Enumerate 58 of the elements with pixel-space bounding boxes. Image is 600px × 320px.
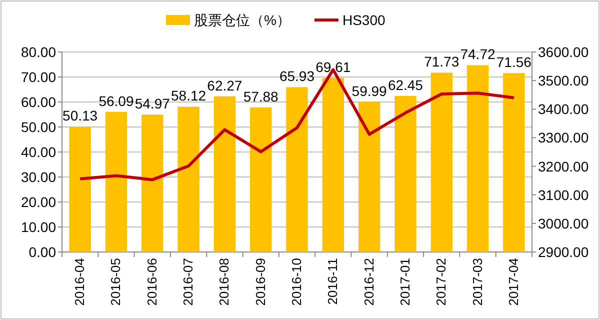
y2-tick-label: 2900.00 xyxy=(538,244,589,260)
data-label: 56.09 xyxy=(98,92,134,109)
y-tick-label: 0.00 xyxy=(28,244,56,260)
legend-label: 股票仓位（%） xyxy=(194,12,290,28)
x-tick-label: 2016-09 xyxy=(252,258,268,306)
x-tick-label: 2017-01 xyxy=(397,258,412,306)
data-label: 50.13 xyxy=(62,108,98,124)
y-tick-label: 80.00 xyxy=(20,44,56,60)
bar xyxy=(430,72,452,252)
data-label: 69.61 xyxy=(316,58,351,75)
y-tick-label: 60.00 xyxy=(20,94,56,110)
bar xyxy=(105,112,128,252)
x-tick-label: 2017-04 xyxy=(506,258,521,306)
data-label: 58.12 xyxy=(171,88,206,104)
y-tick-label: 40.00 xyxy=(20,144,56,160)
bar xyxy=(214,96,236,252)
x-tick-label: 2016-12 xyxy=(361,258,376,306)
y-tick-label: 30.00 xyxy=(20,169,56,185)
bar xyxy=(69,126,91,252)
y2-tick-label: 3600.00 xyxy=(538,44,589,60)
data-label: 62.27 xyxy=(207,77,242,94)
y-tick-label: 20.00 xyxy=(20,194,56,210)
y-tick-label: 10.00 xyxy=(20,219,56,235)
x-tick-label: 2016-04 xyxy=(72,258,88,306)
x-tick-label: 2017-03 xyxy=(470,258,485,306)
bar xyxy=(466,65,489,252)
x-tick-label: 2016-11 xyxy=(325,258,340,305)
data-label: 54.97 xyxy=(134,96,170,112)
data-label: 74.72 xyxy=(460,46,496,62)
bar xyxy=(358,102,380,252)
bar xyxy=(394,96,416,252)
x-tick-label: 2016-08 xyxy=(216,258,232,306)
x-tick-label: 2016-07 xyxy=(180,258,196,306)
bar xyxy=(286,87,308,252)
y2-tick-label: 3500.00 xyxy=(538,72,589,89)
legend-label: HS300 xyxy=(342,12,386,28)
data-label: 65.93 xyxy=(279,68,315,84)
x-tick-label: 2016-05 xyxy=(108,258,124,306)
data-label: 71.73 xyxy=(424,54,460,70)
data-label: 62.45 xyxy=(388,76,424,93)
y-tick-label: 50.00 xyxy=(20,119,56,135)
bar xyxy=(178,106,200,252)
x-tick-label: 2016-10 xyxy=(289,258,304,306)
y-tick-label: 70.00 xyxy=(20,69,56,85)
data-label: 59.99 xyxy=(352,83,388,100)
x-tick-label: 2017-02 xyxy=(434,258,449,306)
bar xyxy=(142,114,164,252)
x-tick-label: 2016-06 xyxy=(144,258,160,306)
bar xyxy=(322,78,344,252)
bar xyxy=(503,73,525,252)
y2-tick-label: 3000.00 xyxy=(538,215,589,232)
data-label: 57.88 xyxy=(243,88,279,104)
y2-tick-label: 3300.00 xyxy=(538,130,589,146)
bar xyxy=(250,107,272,252)
y2-tick-label: 3400.00 xyxy=(538,101,589,118)
y2-tick-label: 3100.00 xyxy=(538,186,589,203)
y2-tick-label: 3200.00 xyxy=(538,158,589,174)
data-label: 71.56 xyxy=(496,54,532,70)
